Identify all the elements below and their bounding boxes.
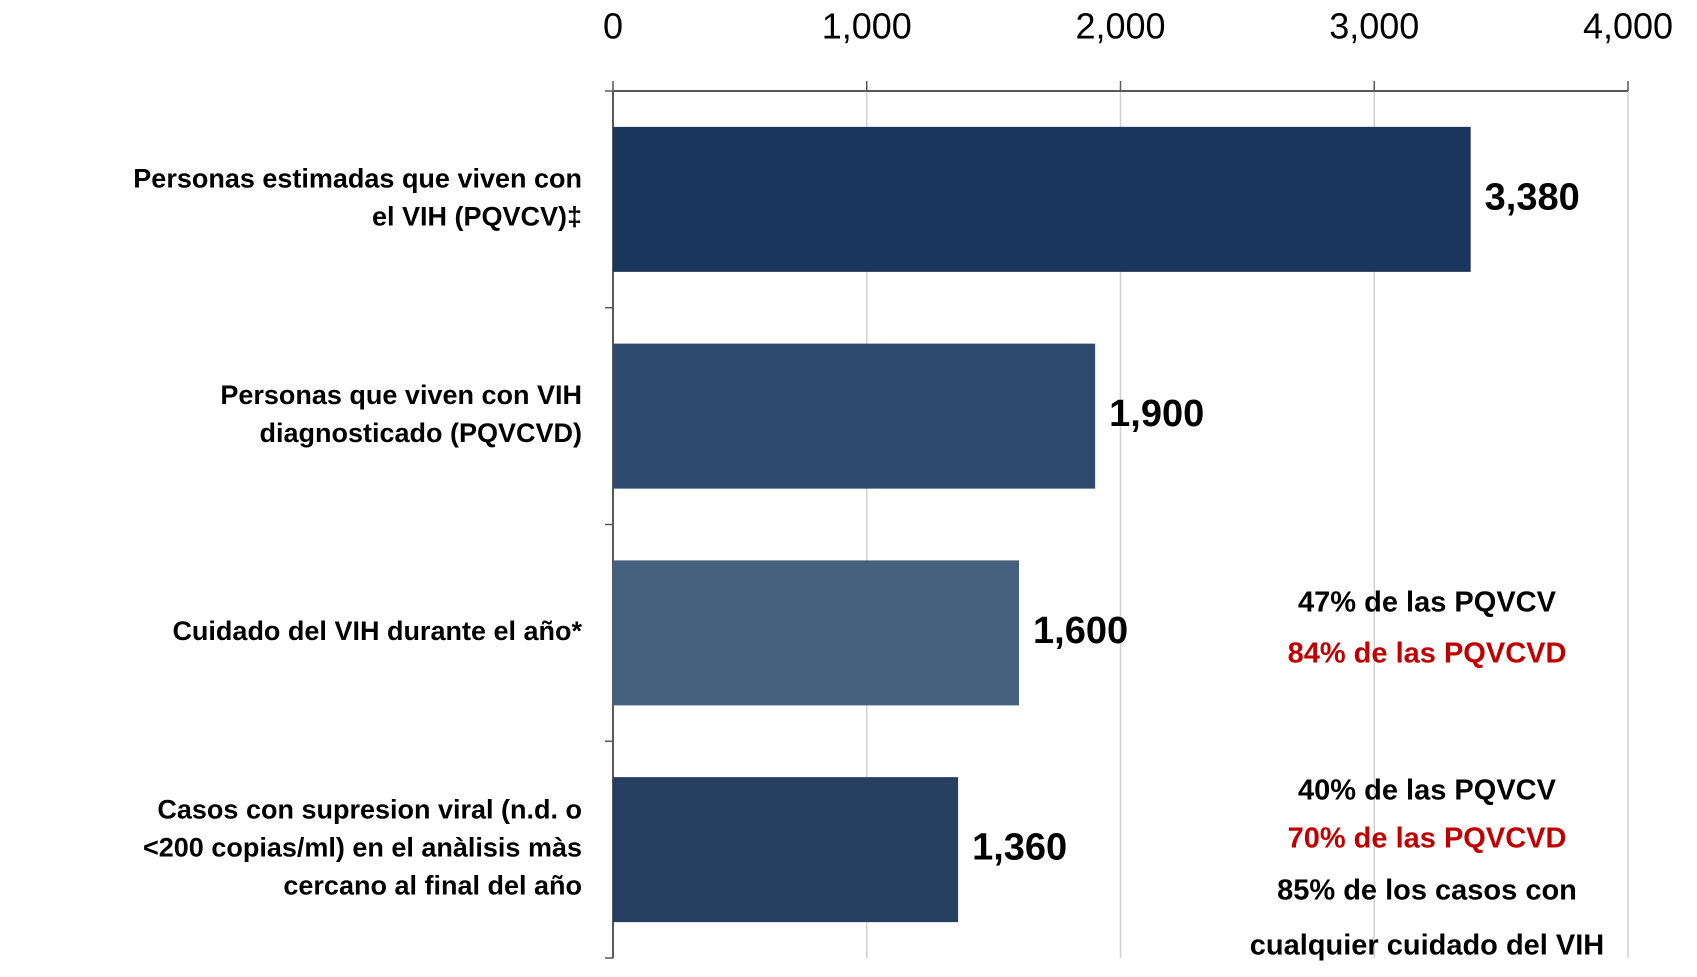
- annotation: cualquier cuidado del VIH: [1250, 930, 1605, 962]
- x-tick-label: 2,000: [1075, 6, 1165, 47]
- value-label: 1,600: [1033, 610, 1128, 652]
- annotation: 47% de las PQVCV: [1298, 587, 1557, 619]
- category-label: Personas que viven con VIH diagnosticado …: [220, 380, 582, 448]
- category-label-line: Casos con supresion viral (n.d. o: [157, 795, 582, 825]
- value-label: 3,380: [1485, 176, 1580, 218]
- category-label-line: el VIH (PQVCV)‡: [372, 202, 582, 232]
- bar: [613, 777, 959, 923]
- x-tick-label: 0: [603, 6, 623, 47]
- category-label-line: diagnosticado (PQVCVD): [259, 418, 582, 448]
- annotation: 85% de los casos con: [1277, 875, 1577, 907]
- category-label-line: <200 copias/ml) en el anàlisis màs: [143, 833, 582, 863]
- category-label: Personas estimadas que viven con el VIH (…: [133, 164, 582, 232]
- x-tick-label: 1,000: [822, 6, 912, 47]
- category-label: Cuidado del VIH durante el año*: [172, 616, 582, 646]
- annotation: 40% de las PQVCV: [1298, 775, 1557, 807]
- x-tick-label: 3,000: [1329, 6, 1419, 47]
- bar: [613, 343, 1096, 489]
- bar: [613, 560, 1019, 706]
- annotation: 84% de las PQVCVD: [1288, 638, 1567, 670]
- category-label-line: Personas que viven con VIH: [220, 380, 582, 410]
- category-label: Casos con supresion viral (n.d. o <200 co…: [143, 795, 582, 901]
- bar: [613, 126, 1471, 272]
- value-label: 1,900: [1109, 393, 1204, 435]
- value-label: 1,360: [972, 827, 1067, 869]
- category-label-line: cercano al final del año: [283, 871, 582, 901]
- category-label-line: Cuidado del VIH durante el año*: [172, 616, 582, 646]
- annotation: 70% de las PQVCVD: [1288, 823, 1567, 855]
- category-label-line: Personas estimadas que viven con: [133, 164, 582, 194]
- x-tick-label: 4,000: [1583, 6, 1673, 47]
